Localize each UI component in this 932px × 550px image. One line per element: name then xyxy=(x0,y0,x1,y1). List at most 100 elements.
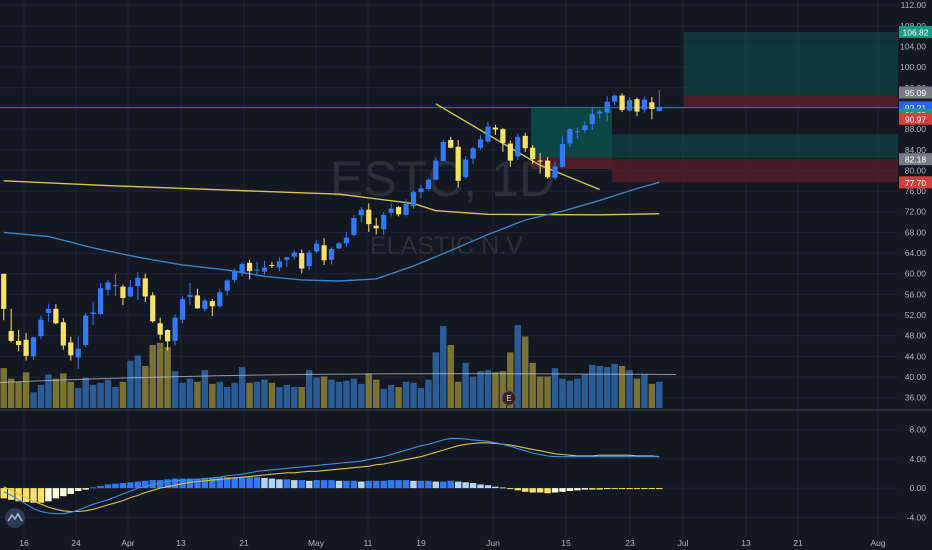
macd-histogram-bar xyxy=(410,480,417,489)
price-label-text: 106.82 xyxy=(903,27,929,37)
candle-body xyxy=(649,102,655,109)
volume-bar xyxy=(97,382,104,408)
upper-stop-zone[interactable] xyxy=(684,95,898,108)
macd-histogram-bar xyxy=(82,488,89,490)
candle-body xyxy=(582,125,588,131)
macd-histogram-bar xyxy=(313,480,320,489)
price-label-box xyxy=(899,176,932,189)
volume-bar xyxy=(164,347,171,408)
earnings-marker-circle[interactable] xyxy=(501,390,517,406)
earnings-marker[interactable]: E xyxy=(501,390,517,406)
date-tick-label: 11 xyxy=(364,538,373,548)
macd-histogram-bar xyxy=(75,488,82,492)
tradingview-logo[interactable] xyxy=(5,508,25,528)
macd-histogram-bar xyxy=(440,481,447,489)
macd-tick-label: 4.00 xyxy=(909,454,926,464)
candle-body xyxy=(284,257,290,260)
price-tick-label: 104.00 xyxy=(900,41,926,51)
target-zone[interactable] xyxy=(684,31,898,96)
volume-bar xyxy=(514,325,521,408)
macd-histogram-bar xyxy=(60,488,67,497)
volume-average-line xyxy=(0,373,677,383)
macd-histogram-bar xyxy=(596,488,603,490)
macd-histogram-bar xyxy=(425,480,432,489)
volume-bar xyxy=(358,383,365,408)
macd-histogram-bar xyxy=(603,488,611,490)
volume-bar xyxy=(30,392,37,408)
volume-bar xyxy=(60,373,67,408)
volume-bar xyxy=(194,381,201,408)
candle-body xyxy=(224,280,230,291)
candle-body xyxy=(321,245,327,261)
macd-histogram-bar xyxy=(559,488,566,492)
macd-histogram-bar xyxy=(536,488,544,493)
candle-body xyxy=(291,252,297,257)
volume-bar xyxy=(15,381,22,408)
macd-histogram-bar xyxy=(22,488,30,503)
candle-body xyxy=(492,127,499,130)
volume-bar xyxy=(596,366,603,408)
volume-bar xyxy=(395,387,402,408)
candle-body xyxy=(612,95,618,102)
ma-short-line xyxy=(3,181,660,282)
volume-bar xyxy=(216,381,223,408)
macd-histogram-bar xyxy=(380,480,387,489)
candle-body xyxy=(23,339,29,356)
price-label-box xyxy=(899,153,932,166)
candle-body xyxy=(179,299,186,320)
macd-histogram-bar xyxy=(566,488,574,492)
date-tick-label: Apr xyxy=(121,538,134,548)
macd-histogram-bar xyxy=(0,488,7,499)
volume-bar xyxy=(544,376,551,408)
candle-body xyxy=(530,147,536,160)
volume-bar xyxy=(0,368,7,408)
macd-tick-label: -4.00 xyxy=(907,512,927,522)
volume-bar xyxy=(499,371,507,408)
macd-histogram-bar xyxy=(365,480,372,489)
macd-histogram-bar xyxy=(656,488,663,490)
volume-bar xyxy=(313,377,320,408)
volume-bar xyxy=(507,352,514,408)
candle-body xyxy=(60,322,66,346)
macd-histogram-bar xyxy=(514,488,521,491)
macd-histogram-bar xyxy=(611,488,618,490)
volume-bar xyxy=(365,373,372,408)
macd-histogram-bar xyxy=(648,488,656,490)
candle-body xyxy=(97,288,104,315)
price-tick-label: 64.00 xyxy=(905,248,927,258)
macd-histogram-bar xyxy=(589,488,596,490)
volume-bar xyxy=(149,345,156,408)
macd-histogram-bar xyxy=(305,480,313,489)
candle-body xyxy=(276,261,282,268)
candle-body xyxy=(425,179,431,190)
macd-histogram-bar xyxy=(276,479,283,489)
stop-zone[interactable] xyxy=(612,159,898,183)
price-tick-label: 112.00 xyxy=(901,0,927,10)
macd-tick-label: 0.00 xyxy=(909,483,926,493)
candle-body xyxy=(381,214,387,230)
macd-histogram-bar xyxy=(268,478,276,489)
volume-bar xyxy=(22,372,30,408)
candle-body xyxy=(619,95,625,111)
candle-body xyxy=(477,139,484,148)
candle-body xyxy=(351,217,357,235)
date-tick-label: 23 xyxy=(625,538,635,548)
entry-loss-zone[interactable] xyxy=(530,157,612,169)
volume-bar xyxy=(89,384,97,408)
candle-body xyxy=(53,308,59,324)
price-label-box xyxy=(899,112,932,125)
volume-bar xyxy=(283,384,291,408)
candle-body xyxy=(515,136,521,157)
macd-histogram-bar xyxy=(186,478,194,489)
candle-body xyxy=(1,273,7,309)
price-label-text: 82.18 xyxy=(905,155,927,165)
candle-body xyxy=(217,292,223,307)
candle-body xyxy=(500,129,506,144)
candle-body xyxy=(112,285,119,287)
mid-profit-zone[interactable] xyxy=(612,134,898,159)
macd-histogram-bar xyxy=(335,480,343,489)
macd-histogram-bar xyxy=(97,485,104,489)
volume-bar xyxy=(224,387,231,408)
macd-histogram-bar xyxy=(618,488,626,490)
